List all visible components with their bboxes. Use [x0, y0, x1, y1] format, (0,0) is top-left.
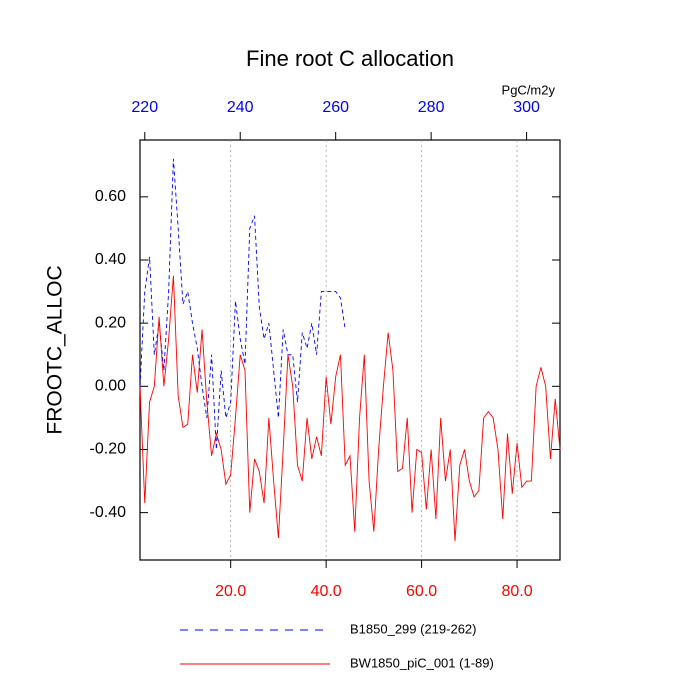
legend-label: BW1850_piC_001 (1-89) [350, 655, 494, 670]
x-tick-label: 80.0 [501, 583, 532, 600]
chart-title: Fine root C allocation [246, 46, 454, 71]
y-tick-label: -0.20 [90, 441, 127, 458]
y-tick-label: 0.60 [95, 188, 126, 205]
x2-axis-unit: PgC/m2y [502, 82, 556, 97]
series-line [139, 275, 561, 542]
y-tick-label: 0.20 [95, 314, 126, 331]
x-tick-label: 20.0 [215, 583, 246, 600]
legend-label: B1850_299 (219-262) [350, 621, 477, 636]
x2-tick-label: 300 [513, 99, 540, 116]
series-line [139, 158, 346, 450]
plot-frame [139, 139, 561, 561]
y-axis-title: FROOTC_ALLOC [44, 265, 67, 434]
x2-tick-label: 260 [322, 99, 349, 116]
y-tick-label: 0.40 [95, 251, 126, 268]
x-tick-label: 40.0 [311, 583, 342, 600]
x-tick-label: 60.0 [406, 583, 437, 600]
x2-tick-label: 280 [418, 99, 445, 116]
x2-tick-label: 240 [227, 99, 254, 116]
y-tick-label: 0.00 [95, 378, 126, 395]
x2-tick-label: 220 [131, 99, 158, 116]
y-tick-label: -0.40 [90, 504, 127, 521]
